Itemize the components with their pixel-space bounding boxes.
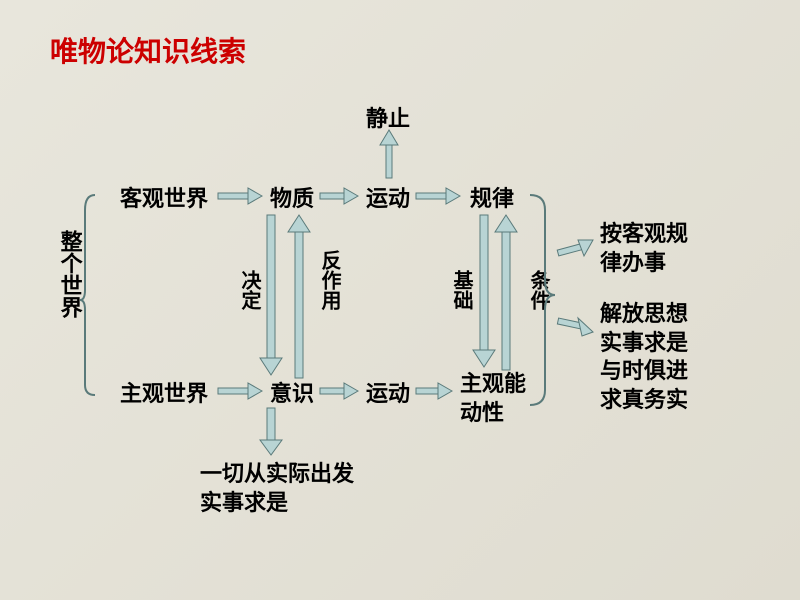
arrow-to-jiefang [557, 318, 593, 336]
node-jiefang: 解放思想实事求是与时俱进求真务实 [600, 300, 688, 414]
arrow-fanzuoyong-up [288, 215, 310, 378]
node-jueding: 决定 [236, 270, 262, 310]
arrow-keguan-wuzhi [218, 188, 262, 204]
page-title: 唯物论知识线索 [50, 30, 246, 70]
arrow-yishi-yiqie [260, 408, 282, 455]
node-yundong2: 运动 [366, 380, 410, 409]
arrow-yundong-jingzhi [380, 130, 398, 178]
arrow-yishi-yundong [320, 383, 358, 399]
node-jichu: 基础 [448, 270, 474, 310]
node-yiqie: 一切从实际出发实事求是 [200, 460, 354, 517]
node-guilv: 规律 [470, 185, 514, 214]
arrow-yundong-guilv [416, 188, 460, 204]
node-yundong1: 运动 [366, 185, 410, 214]
node-zhuguan-shijie: 主观世界 [120, 380, 208, 409]
arrow-to-ankeguan [557, 240, 593, 256]
arrow-yundong-nengdong [416, 383, 452, 399]
arrow-jichu-down [473, 215, 495, 367]
node-jingzhi: 静止 [366, 105, 410, 134]
node-keguan-shijie: 客观世界 [120, 185, 208, 214]
node-zhuguan-nengdong: 主观能动性 [460, 370, 526, 427]
arrow-wuzhi-yundong [320, 188, 358, 204]
node-zhengge: 整个世界 [55, 230, 84, 318]
node-tiaojian: 条件 [525, 270, 551, 310]
node-yishi: 意识 [270, 380, 314, 409]
arrow-tiaojian-up [495, 215, 517, 370]
node-fanzuoyong: 反作用 [316, 250, 342, 310]
arrow-zhuguan-yishi [218, 383, 262, 399]
node-an-keguan: 按客观规律办事 [600, 220, 688, 277]
node-wuzhi: 物质 [270, 185, 314, 214]
arrow-jueding-down [260, 215, 282, 375]
